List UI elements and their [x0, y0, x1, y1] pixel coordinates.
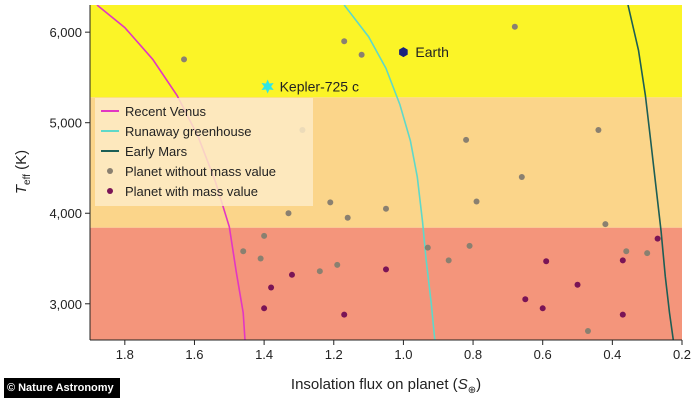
point-with-mass-10	[619, 311, 626, 318]
x-tick-label-4: 1.0	[394, 347, 412, 362]
point-no-mass-1	[341, 38, 348, 45]
x-axis-title-main: Insolation flux on planet (	[291, 376, 458, 393]
point-no-mass-7	[327, 199, 334, 206]
point-no-mass-13	[602, 221, 609, 228]
highlighted-planets: Earth Kepler-725 c	[261, 44, 449, 94]
point-with-mass-12	[367, 339, 370, 340]
y-axis-title-main: T	[13, 183, 30, 194]
planet-points	[181, 23, 673, 340]
point-with-mass-14	[618, 339, 621, 340]
label-earth: Earth	[415, 44, 448, 60]
x-tick-label-1: 1.6	[185, 347, 203, 362]
point-with-mass-2	[261, 305, 268, 312]
point-no-mass-12	[518, 174, 525, 181]
x-tick-label-5: 0.8	[464, 347, 482, 362]
curve-runaway-greenhouse	[343, 5, 436, 340]
point-no-mass-15	[261, 232, 268, 239]
point-no-mass-22	[623, 248, 630, 255]
point-no-mass-5	[463, 136, 470, 143]
legend-swatch-3	[107, 168, 113, 174]
y-axis-title: Teff (K)	[13, 150, 33, 194]
x-axis-title-symbol: S	[458, 376, 468, 393]
x-axis-title-end: )	[476, 376, 481, 393]
point-no-mass-9	[285, 210, 292, 217]
copyright-icon: ©	[7, 382, 16, 394]
legend: Recent Venus Runaway greenhouse Early Mars…	[95, 98, 313, 206]
y-axis-title-sub: eff	[22, 174, 33, 185]
point-no-mass-23	[644, 250, 651, 257]
y-axis-title-unit: (K)	[13, 150, 30, 174]
x-tick-label-3: 1.2	[325, 347, 343, 362]
x-tick-label-6: 0.6	[534, 347, 552, 362]
point-with-mass-15	[670, 339, 673, 340]
point-with-mass-5	[543, 258, 550, 265]
point-no-mass-14	[240, 248, 247, 255]
point-no-mass-2	[358, 51, 365, 58]
point-with-mass-4	[383, 266, 389, 273]
credit-badge: © Nature Astronomy	[4, 378, 120, 398]
axes: 1.8 1.6 1.4 1.2 1.0 0.8 0.6 0.4 0.2 3,000 4,000 5,0…	[49, 5, 691, 362]
point-no-mass-24	[584, 327, 591, 334]
legend-label-1: Runaway greenhouse	[125, 124, 251, 139]
point-with-mass-13	[527, 339, 531, 340]
y-tick-label-0: 3,000	[49, 297, 82, 312]
band-2	[90, 227, 682, 340]
point-no-mass-20	[445, 257, 452, 264]
point-no-mass-18	[334, 261, 341, 268]
point-no-mass-11	[473, 198, 480, 205]
credit-text: Nature Astronomy	[18, 382, 114, 394]
x-tick-label-8: 0.2	[673, 347, 691, 362]
legend-swatch-4	[107, 188, 113, 194]
x-tick-label-0: 1.8	[116, 347, 134, 362]
legend-label-2: Early Mars	[125, 144, 188, 159]
point-with-mass-8	[574, 281, 581, 288]
point-with-mass-6	[522, 296, 529, 303]
curve-early-mars	[627, 5, 675, 340]
point-no-mass-0	[181, 56, 188, 63]
y-tick-label-1: 4,000	[49, 206, 82, 221]
legend-label-3: Planet without mass value	[125, 164, 276, 179]
x-tick-label-7: 0.4	[603, 347, 621, 362]
point-with-mass-3	[341, 311, 348, 318]
point-no-mass-16	[257, 255, 264, 262]
point-no-mass-3	[511, 23, 518, 30]
y-tick-label-3: 6,000	[49, 25, 82, 40]
point-with-mass-11	[654, 235, 661, 242]
point-no-mass-8	[344, 214, 351, 221]
point-no-mass-10	[383, 205, 389, 212]
label-kepler-725-c: Kepler-725 c	[280, 78, 359, 94]
legend-box	[95, 98, 313, 206]
point-no-mass-21	[466, 242, 473, 249]
point-no-mass-17	[316, 268, 323, 275]
point-with-mass-9	[619, 257, 626, 264]
band-0	[90, 5, 682, 98]
x-tick-label-2: 1.4	[255, 347, 273, 362]
legend-label-4: Planet with mass value	[125, 184, 258, 199]
x-axis-title: Insolation flux on planet (S⊕)	[291, 376, 481, 396]
point-no-mass-19	[424, 244, 431, 251]
legend-label-0: Recent Venus	[125, 104, 206, 119]
kepler-725c-marker	[261, 79, 274, 94]
y-tick-label-2: 5,000	[49, 116, 82, 131]
point-with-mass-0	[268, 284, 275, 291]
point-with-mass-1	[288, 271, 295, 278]
earth-marker	[399, 47, 408, 58]
x-axis-title-sub: ⊕	[468, 385, 476, 396]
point-no-mass-6	[595, 126, 602, 133]
point-with-mass-7	[539, 305, 546, 312]
